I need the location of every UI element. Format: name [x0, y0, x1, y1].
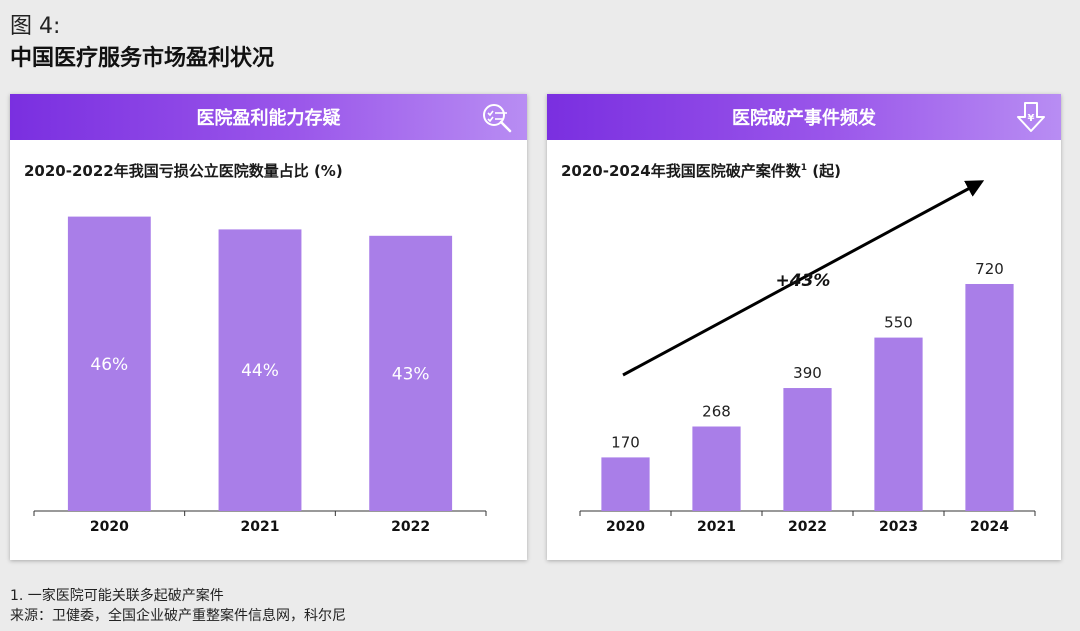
left-tick-label: 2022 — [391, 519, 430, 535]
right-bar-2023 — [874, 337, 923, 511]
right-data-label: 390 — [793, 364, 822, 382]
right-tick-label: 2021 — [697, 519, 736, 535]
left-chart-title: 2020-2022年我国亏损公立医院数量占比 (%) — [24, 162, 343, 180]
right-bar-chart: 170 2020 268 2021 390 2022 550 2023 720 2024 +43% — [579, 180, 1036, 535]
left-panel: 医院盈利能力存疑 2020-2022年我国亏损公立医院数量占比 (%) 46% 2… — [10, 94, 527, 560]
right-tick-label: 2024 — [970, 519, 1009, 535]
footnote: 1. 一家医院可能关联多起破产案件 — [10, 588, 224, 604]
right-panel-header: 医院破产事件频发 ¥ — [547, 94, 1061, 140]
figure-title: 中国医疗服务市场盈利状况 — [10, 46, 275, 71]
trend-annotation-label: +43% — [776, 271, 831, 291]
left-bar-chart: 46% 2020 44% 2021 43% 2022 — [33, 216, 487, 535]
magnifier-checklist-icon — [483, 104, 512, 133]
right-bar-2021 — [692, 426, 741, 511]
left-bar-2022 — [369, 235, 453, 512]
right-data-label: 550 — [884, 314, 913, 332]
right-bar-2022 — [783, 388, 832, 511]
left-tick-label: 2021 — [241, 519, 280, 535]
right-bar-2024 — [965, 283, 1014, 511]
svg-text:¥: ¥ — [1028, 113, 1035, 124]
left-panel-title: 医院盈利能力存疑 — [196, 108, 341, 129]
right-data-label: 268 — [702, 403, 731, 421]
right-panel: 医院破产事件频发 ¥ 2020-2024年我国医院破产案件数1 (起) 170 2… — [547, 94, 1061, 560]
source-note: 来源：卫健委，全国企业破产重整案件信息网，科尔尼 — [10, 608, 346, 624]
trend-arrow — [622, 180, 985, 377]
figure-label: 图 4: — [10, 14, 61, 39]
right-data-label: 170 — [611, 433, 640, 451]
left-panel-header: 医院盈利能力存疑 — [10, 94, 527, 140]
right-chart-title-suffix: (起) — [807, 162, 841, 180]
left-data-label: 46% — [90, 355, 128, 375]
right-bar-2020 — [601, 457, 650, 511]
left-data-label: 44% — [241, 361, 279, 381]
left-bar-2020 — [67, 216, 151, 511]
right-tick-label: 2020 — [606, 519, 645, 535]
left-bar-2021 — [218, 229, 302, 511]
right-panel-title: 医院破产事件频发 — [732, 108, 876, 129]
down-arrow-yen-icon: ¥ — [1017, 102, 1045, 132]
right-chart-title: 2020-2024年我国医院破产案件数1 (起) — [561, 160, 841, 181]
right-data-label: 720 — [975, 260, 1004, 278]
right-tick-label: 2023 — [879, 519, 918, 535]
left-tick-label: 2020 — [90, 519, 129, 535]
right-tick-label: 2022 — [788, 519, 827, 535]
right-chart-title-text: 2020-2024年我国医院破产案件数 — [561, 162, 801, 180]
right-chart-title-sup: 1 — [800, 163, 807, 173]
left-data-label: 43% — [392, 364, 430, 384]
